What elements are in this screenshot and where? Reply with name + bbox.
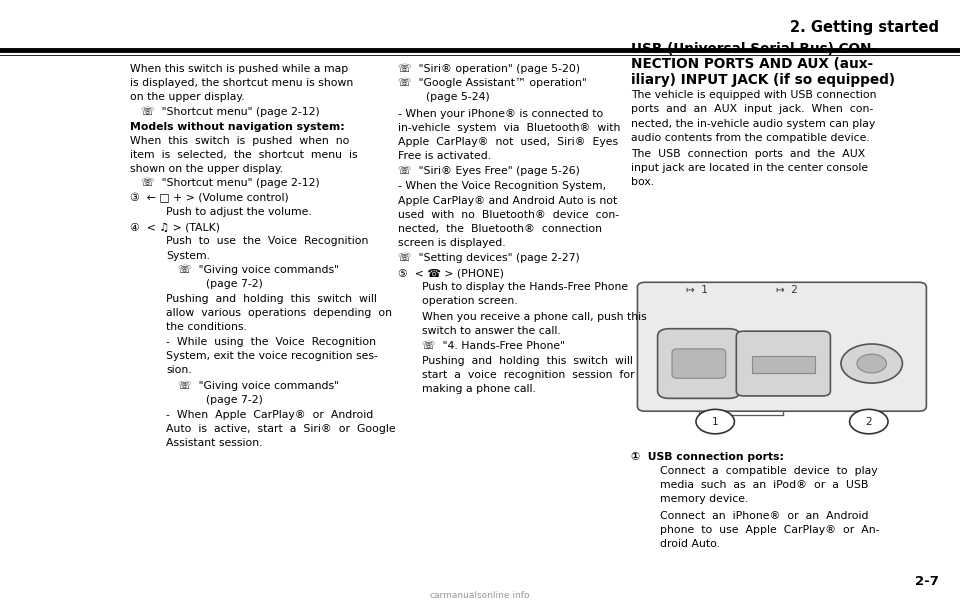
- FancyBboxPatch shape: [637, 282, 926, 411]
- Text: Push  to  use  the  Voice  Recognition: Push to use the Voice Recognition: [166, 236, 369, 246]
- Text: Assistant session.: Assistant session.: [166, 438, 263, 448]
- Text: Pushing  and  holding  this  switch  will: Pushing and holding this switch will: [166, 294, 377, 304]
- Text: Connect  a  compatible  device  to  play: Connect a compatible device to play: [660, 466, 877, 476]
- FancyBboxPatch shape: [752, 356, 815, 373]
- Text: (page 5-24): (page 5-24): [398, 92, 491, 102]
- Text: ☏  "Setting devices" (page 2-27): ☏ "Setting devices" (page 2-27): [398, 253, 580, 263]
- Text: USB (Universal Serial Bus) CON-: USB (Universal Serial Bus) CON-: [631, 42, 876, 56]
- Text: carmanualsonline.info: carmanualsonline.info: [430, 591, 530, 600]
- Text: ①  USB connection ports:: ① USB connection ports:: [631, 452, 783, 462]
- Text: box.: box.: [631, 177, 654, 187]
- Text: The vehicle is equipped with USB connection: The vehicle is equipped with USB connect…: [631, 90, 876, 100]
- Text: - When your iPhone® is connected to: - When your iPhone® is connected to: [398, 109, 604, 119]
- Text: shown on the upper display.: shown on the upper display.: [130, 164, 283, 174]
- Text: -  When  Apple  CarPlay®  or  Android: - When Apple CarPlay® or Android: [166, 410, 373, 420]
- Text: 1: 1: [712, 417, 718, 426]
- Text: When you receive a phone call, push this: When you receive a phone call, push this: [422, 312, 647, 321]
- Text: making a phone call.: making a phone call.: [422, 384, 537, 394]
- Text: is displayed, the shortcut menu is shown: is displayed, the shortcut menu is shown: [130, 78, 353, 88]
- Text: (page 7-2): (page 7-2): [178, 395, 262, 404]
- Text: in-vehicle  system  via  Bluetooth®  with: in-vehicle system via Bluetooth® with: [398, 123, 621, 133]
- Text: the conditions.: the conditions.: [166, 322, 247, 332]
- Text: input jack are located in the center console: input jack are located in the center con…: [631, 163, 868, 173]
- Text: ③  ← □ + > (Volume control): ③ ← □ + > (Volume control): [130, 193, 288, 203]
- Text: -  While  using  the  Voice  Recognition: - While using the Voice Recognition: [166, 337, 376, 347]
- Text: item  is  selected,  the  shortcut  menu  is: item is selected, the shortcut menu is: [130, 150, 357, 159]
- Text: Free is activated.: Free is activated.: [398, 151, 492, 161]
- Text: Pushing  and  holding  this  switch  will: Pushing and holding this switch will: [422, 356, 634, 366]
- Text: Apple CarPlay® and Android Auto is not: Apple CarPlay® and Android Auto is not: [398, 196, 617, 205]
- Text: System.: System.: [166, 251, 210, 260]
- Text: Auto  is  active,  start  a  Siri®  or  Google: Auto is active, start a Siri® or Google: [166, 424, 396, 434]
- Text: - When the Voice Recognition System,: - When the Voice Recognition System,: [398, 181, 607, 191]
- Text: nected, the in-vehicle audio system can play: nected, the in-vehicle audio system can …: [631, 119, 875, 128]
- Text: Models without navigation system:: Models without navigation system:: [130, 122, 345, 131]
- Text: switch to answer the call.: switch to answer the call.: [422, 326, 562, 335]
- Circle shape: [696, 409, 734, 434]
- Text: Push to display the Hands-Free Phone: Push to display the Hands-Free Phone: [422, 282, 629, 292]
- Circle shape: [857, 354, 886, 373]
- Text: The  USB  connection  ports  and  the  AUX: The USB connection ports and the AUX: [631, 149, 865, 159]
- Text: ⑤  < ☎ > (PHONE): ⑤ < ☎ > (PHONE): [398, 268, 504, 278]
- Text: When this switch is pushed while a map: When this switch is pushed while a map: [130, 64, 348, 74]
- FancyBboxPatch shape: [658, 329, 740, 398]
- Text: nected,  the  Bluetooth®  connection: nected, the Bluetooth® connection: [398, 224, 603, 233]
- Text: droid Auto.: droid Auto.: [660, 539, 720, 549]
- Text: Connect  an  iPhone®  or  an  Android: Connect an iPhone® or an Android: [660, 511, 868, 521]
- Text: audio contents from the compatible device.: audio contents from the compatible devic…: [631, 133, 870, 142]
- Text: used  with  no  Bluetooth®  device  con-: used with no Bluetooth® device con-: [398, 210, 619, 219]
- Text: When  this  switch  is  pushed  when  no: When this switch is pushed when no: [130, 136, 349, 145]
- Text: Apple  CarPlay®  not  used,  Siri®  Eyes: Apple CarPlay® not used, Siri® Eyes: [398, 137, 618, 147]
- Text: iliary) INPUT JACK (if so equipped): iliary) INPUT JACK (if so equipped): [631, 73, 895, 87]
- Text: ports  and  an  AUX  input  jack.  When  con-: ports and an AUX input jack. When con-: [631, 104, 873, 114]
- Text: phone  to  use  Apple  CarPlay®  or  An-: phone to use Apple CarPlay® or An-: [660, 525, 879, 535]
- Circle shape: [850, 409, 888, 434]
- Text: Push to adjust the volume.: Push to adjust the volume.: [166, 207, 312, 217]
- Text: on the upper display.: on the upper display.: [130, 92, 244, 102]
- Text: System, exit the voice recognition ses-: System, exit the voice recognition ses-: [166, 351, 378, 361]
- Text: NECTION PORTS AND AUX (aux-: NECTION PORTS AND AUX (aux-: [631, 57, 873, 71]
- Text: 2: 2: [866, 417, 872, 426]
- Text: ④  < ♫ > (TALK): ④ < ♫ > (TALK): [130, 222, 220, 232]
- Text: ↦  2: ↦ 2: [777, 285, 798, 295]
- Text: ☏  "Shortcut menu" (page 2-12): ☏ "Shortcut menu" (page 2-12): [141, 106, 320, 117]
- Text: screen is displayed.: screen is displayed.: [398, 238, 506, 247]
- FancyBboxPatch shape: [672, 349, 726, 378]
- Text: ☏  "Shortcut menu" (page 2-12): ☏ "Shortcut menu" (page 2-12): [141, 178, 320, 188]
- Text: 2. Getting started: 2. Getting started: [790, 20, 939, 35]
- Text: ☏  "Giving voice commands": ☏ "Giving voice commands": [178, 265, 339, 275]
- Text: memory device.: memory device.: [660, 494, 748, 504]
- Text: (page 7-2): (page 7-2): [178, 279, 262, 288]
- Text: allow  various  operations  depending  on: allow various operations depending on: [166, 308, 392, 318]
- Text: ☏  "Giving voice commands": ☏ "Giving voice commands": [178, 381, 339, 391]
- Text: ↦  1: ↦ 1: [686, 285, 708, 295]
- Circle shape: [841, 344, 902, 383]
- Text: start  a  voice  recognition  session  for: start a voice recognition session for: [422, 370, 635, 380]
- Text: operation screen.: operation screen.: [422, 296, 518, 306]
- Text: ☏  "Siri® Eyes Free" (page 5-26): ☏ "Siri® Eyes Free" (page 5-26): [398, 166, 580, 177]
- Text: ☏  "Siri® operation" (page 5-20): ☏ "Siri® operation" (page 5-20): [398, 64, 581, 75]
- FancyBboxPatch shape: [736, 331, 830, 396]
- Text: 2-7: 2-7: [915, 575, 939, 588]
- Text: ☏  "Google Assistant™ operation": ☏ "Google Assistant™ operation": [398, 78, 588, 89]
- Text: sion.: sion.: [166, 365, 192, 375]
- Text: ☏  "4. Hands-Free Phone": ☏ "4. Hands-Free Phone": [422, 341, 565, 351]
- Text: media  such  as  an  iPod®  or  a  USB: media such as an iPod® or a USB: [660, 480, 868, 490]
